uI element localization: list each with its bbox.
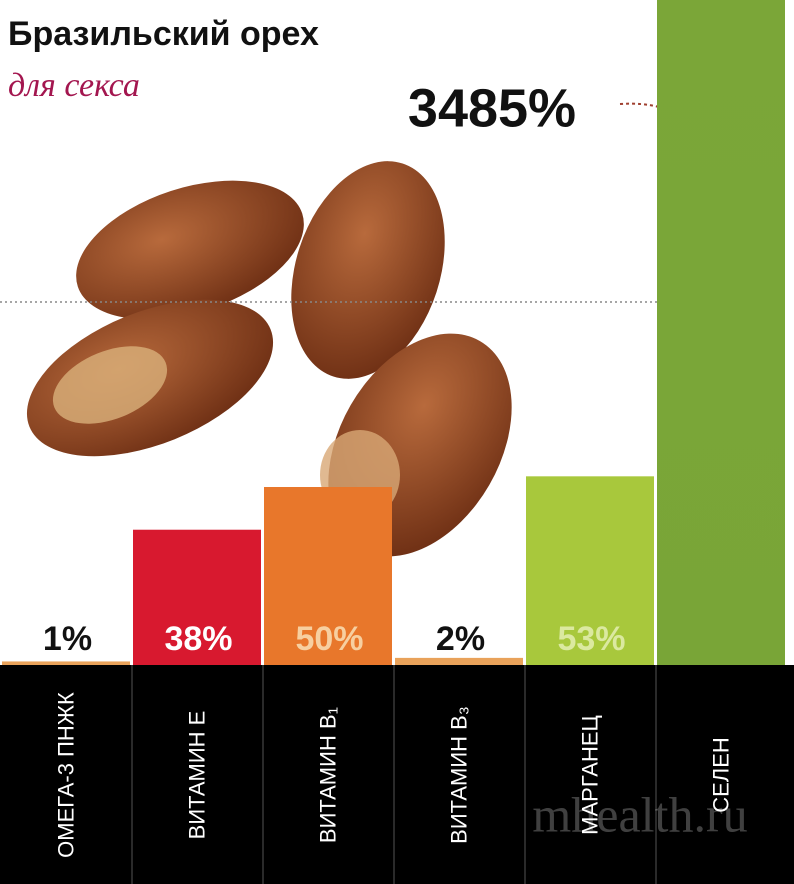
bar (526, 476, 654, 665)
value-label: 2% (436, 620, 485, 658)
watermark: mhealth.ru (532, 786, 747, 842)
category-label: ВИТАМИН Е (184, 711, 209, 840)
value-label: 3485% (408, 78, 576, 138)
chart-title: Бразильский орех (8, 15, 319, 53)
chart-subtitle: для секса (8, 67, 140, 104)
category-label: СЕЛЕН (708, 737, 733, 813)
category-label: ВИТАМИН B₃ (446, 706, 471, 844)
bar (264, 487, 392, 665)
bars (2, 0, 785, 665)
category-label: МАРГАНЕЦ (577, 715, 602, 835)
label-strip (0, 665, 794, 884)
value-label: 1% (43, 620, 92, 658)
category-label: ОМЕГА-3 ПНЖК (53, 692, 78, 858)
value-label: 53% (557, 620, 625, 658)
bar (657, 0, 785, 665)
category-label: ВИТАМИН B₁ (315, 707, 340, 843)
bar (2, 661, 130, 665)
value-label: 38% (164, 620, 232, 658)
bar (133, 529, 261, 665)
value-label: 50% (295, 620, 363, 658)
bar (395, 657, 523, 665)
